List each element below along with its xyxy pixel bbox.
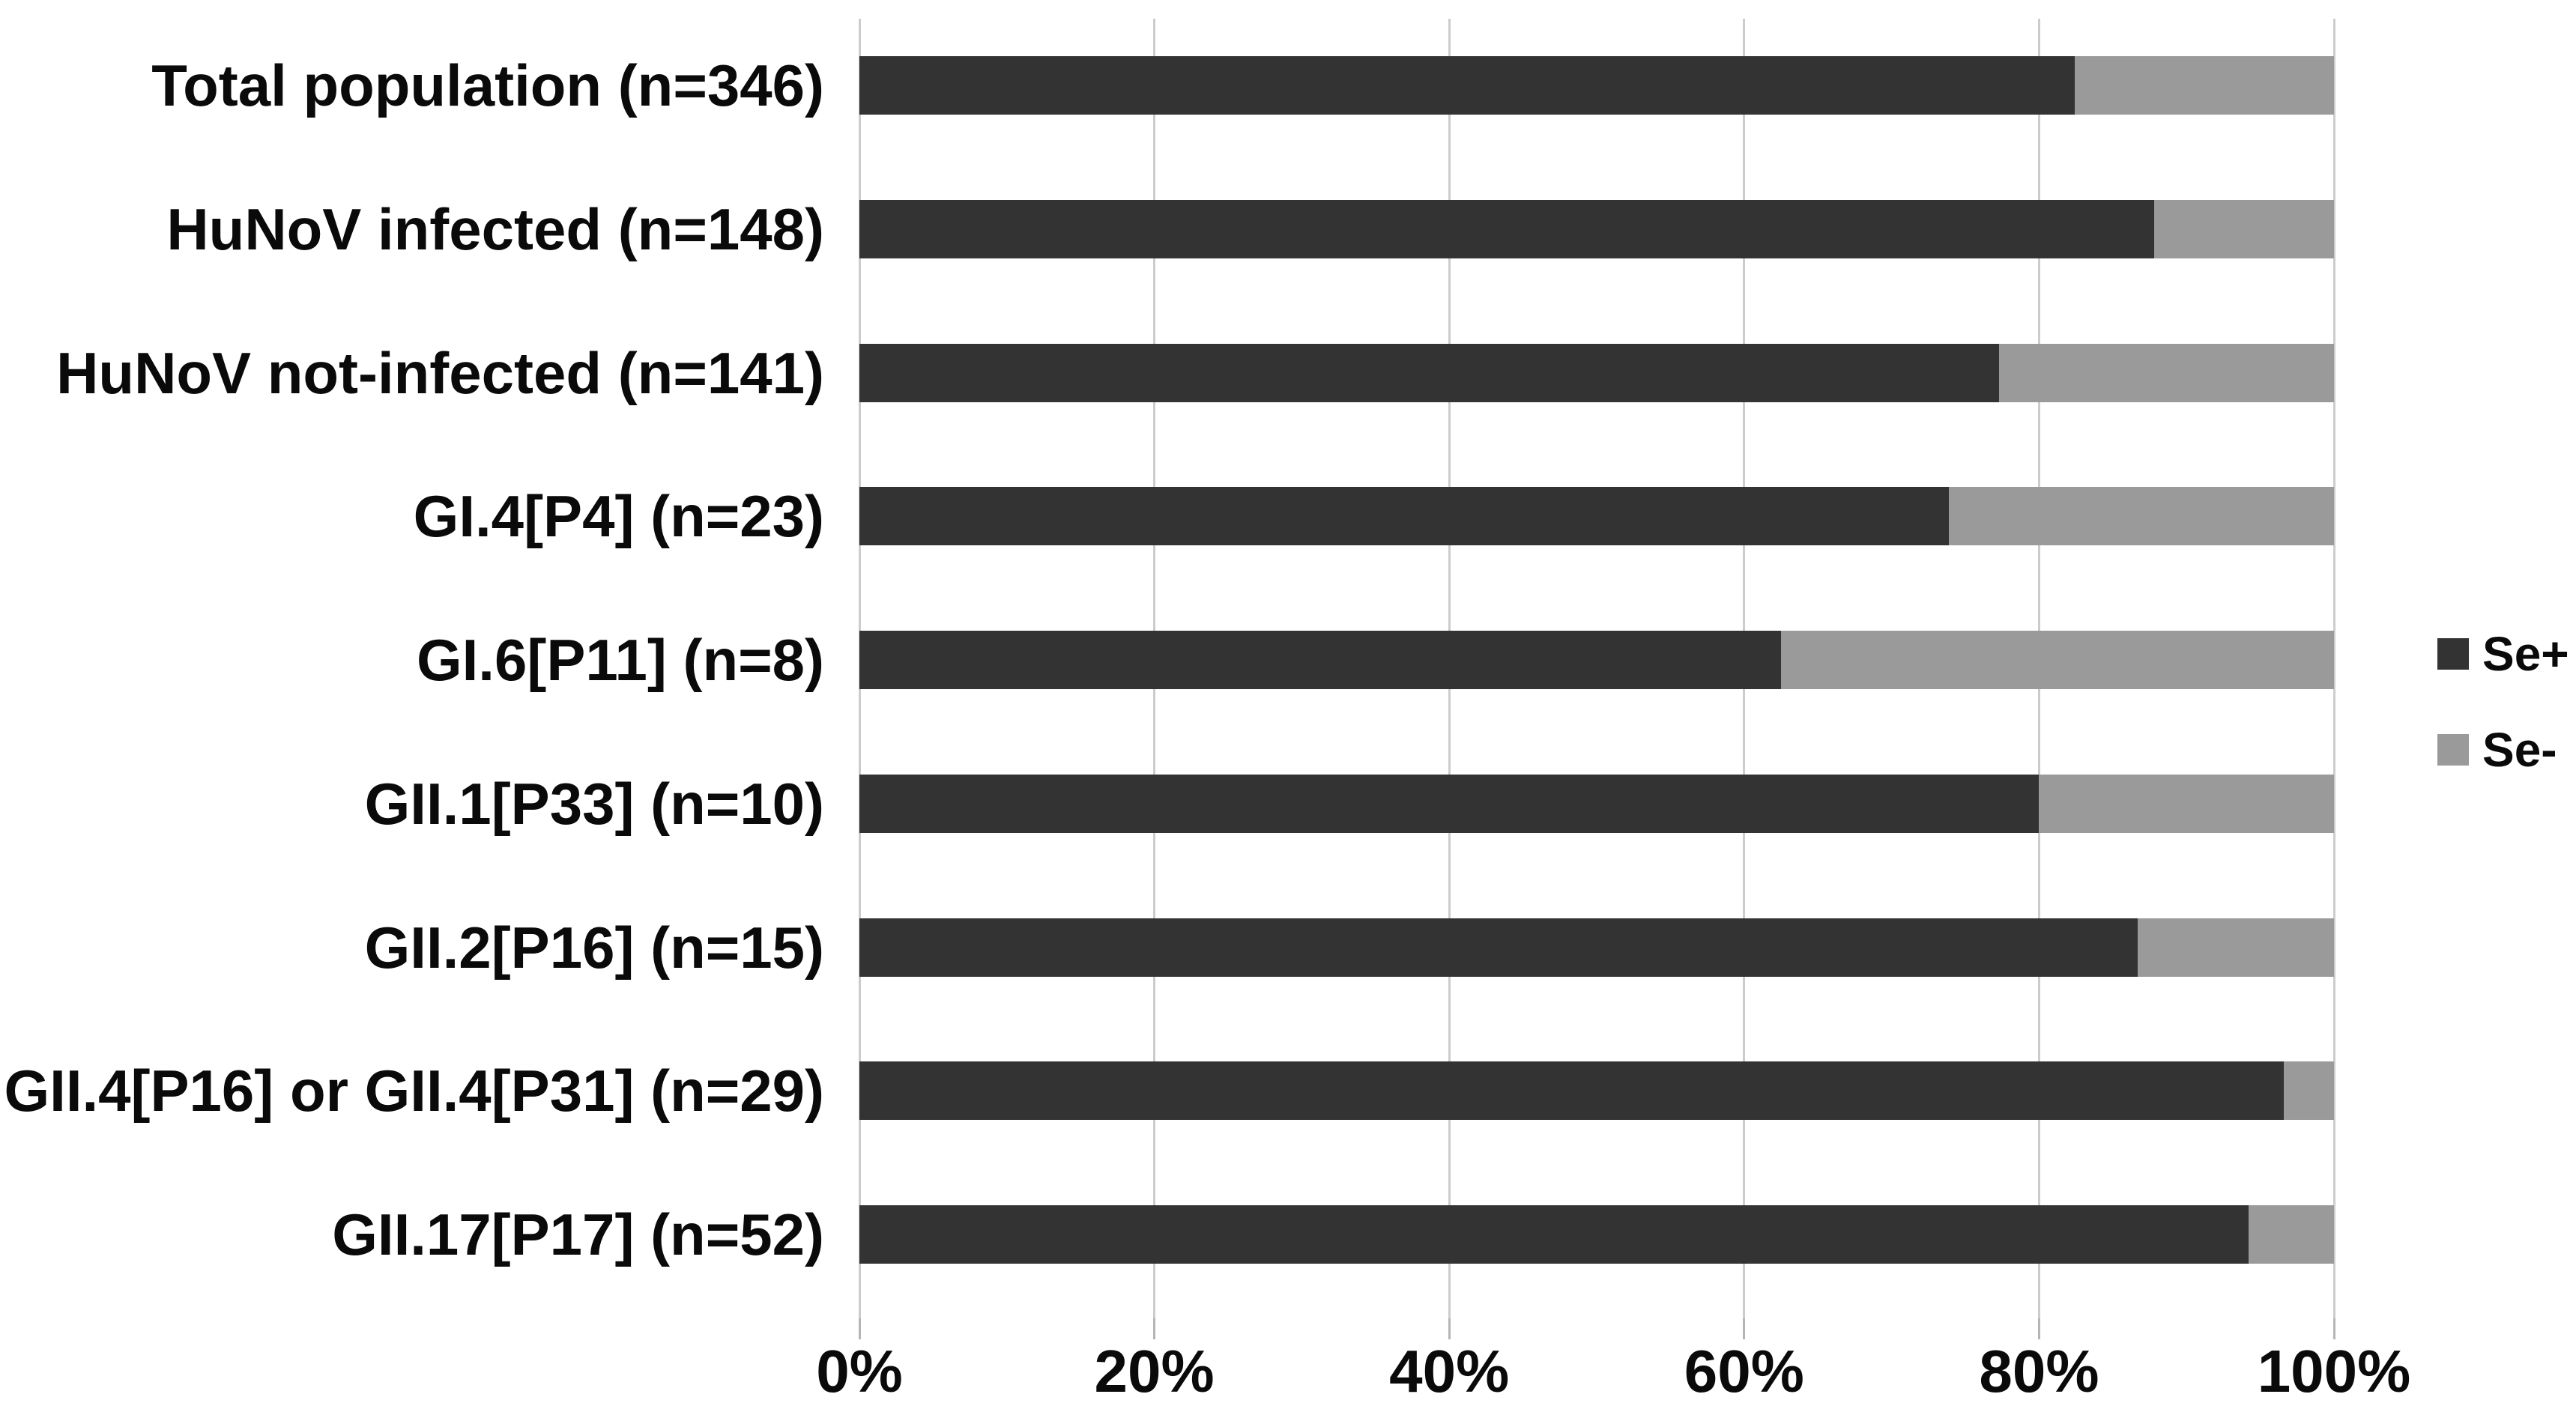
bar-segment-se-positive — [859, 56, 2075, 115]
legend-label: Se- — [2482, 723, 2557, 777]
x-tick-label: 40% — [1389, 1338, 1510, 1405]
axis-tick — [1448, 1318, 1451, 1339]
category-label: GI.4[P4] (n=23) — [413, 483, 824, 550]
bar-segment-se-negative — [2249, 1205, 2334, 1264]
legend-swatch-icon — [2437, 734, 2469, 766]
bar-segment-se-negative — [1999, 343, 2334, 402]
category-label: GII.2[P16] (n=15) — [364, 914, 824, 981]
gridline — [2332, 19, 2335, 1318]
axis-tick — [2037, 1318, 2040, 1339]
bar-segment-se-positive — [859, 918, 2138, 977]
axis-tick — [2332, 1318, 2335, 1339]
axis-tick — [1743, 1318, 1746, 1339]
axis-tick — [858, 1318, 861, 1339]
bar-segment-se-positive — [859, 631, 1781, 689]
category-label: GII.4[P16] or GII.4[P31] (n=29) — [4, 1058, 824, 1124]
category-label: Total population (n=346) — [151, 52, 824, 118]
legend-swatch-icon — [2437, 638, 2469, 670]
bar-segment-se-negative — [2075, 56, 2334, 115]
x-tick-label: 60% — [1684, 1338, 1804, 1405]
bar-segment-se-positive — [859, 1061, 2284, 1121]
category-label: HuNoV not-infected (n=141) — [56, 339, 824, 406]
bar-segment-se-negative — [2039, 774, 2334, 833]
bar-segment-se-negative — [1949, 487, 2334, 546]
x-tick-label: 0% — [816, 1338, 903, 1405]
bar-segment-se-negative — [1781, 631, 2334, 689]
axis-tick — [1153, 1318, 1156, 1339]
bar-segment-se-negative — [2138, 918, 2334, 977]
category-label: GII.1[P33] (n=10) — [364, 770, 824, 837]
x-tick-label: 100% — [2257, 1338, 2411, 1405]
bar-segment-se-positive — [859, 487, 1949, 546]
legend-item-se-negative: Se- — [2437, 716, 2557, 784]
category-label: GI.6[P11] (n=8) — [416, 627, 824, 693]
category-label: GII.17[P17] (n=52) — [332, 1202, 824, 1267]
bar-segment-se-positive — [859, 199, 2154, 258]
x-tick-label: 20% — [1094, 1338, 1215, 1405]
legend-item-se-positive: Se+ — [2437, 620, 2569, 688]
category-label: HuNoV infected (n=148) — [166, 196, 824, 262]
legend-label: Se+ — [2482, 627, 2569, 681]
bar-segment-se-negative — [2154, 199, 2334, 258]
bar-segment-se-positive — [859, 343, 1999, 402]
bar-segment-se-positive — [859, 774, 2039, 833]
bar-segment-se-positive — [859, 1205, 2249, 1264]
x-tick-label: 80% — [1979, 1338, 2099, 1405]
bar-segment-se-negative — [2284, 1061, 2334, 1121]
